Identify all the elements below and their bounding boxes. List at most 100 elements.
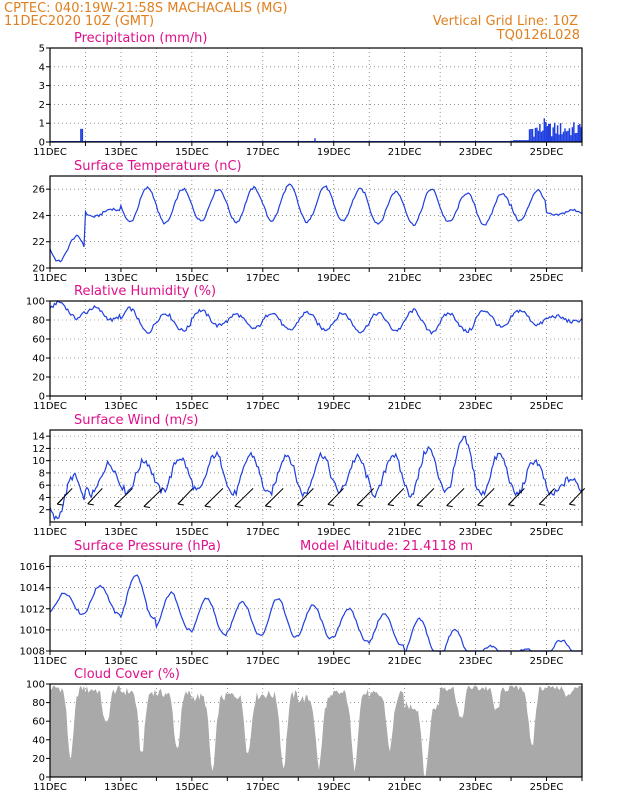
x-tick-label: 25DEC	[530, 656, 564, 667]
x-tick-label: 25DEC	[530, 782, 564, 793]
precip-bar	[556, 125, 559, 142]
x-tick-label: 21DEC	[388, 147, 422, 158]
panel-6: Cloud Cover (%) 0 20 40 60 80 100 11DEC 13DEC 15D…	[26, 667, 583, 793]
precip-bar	[537, 130, 540, 142]
precip-bar	[552, 127, 554, 142]
y-tick-label: 2	[39, 100, 45, 111]
y-tick-label: 1010	[20, 625, 45, 636]
precip-bar	[576, 132, 578, 142]
x-tick-label: 25DEC	[530, 273, 564, 284]
y-tick-label: 80	[32, 698, 45, 709]
series-line	[49, 574, 582, 652]
x-tick-label: 19DEC	[317, 527, 351, 538]
precip-bar	[539, 123, 541, 142]
x-tick-label: 17DEC	[246, 147, 280, 158]
y-tick-label: 20	[32, 754, 45, 765]
wind-arrow-head	[143, 501, 151, 508]
y-tick-label: 1012	[20, 604, 45, 615]
precip-bar	[555, 133, 557, 142]
y-tick-label: 2	[39, 505, 45, 516]
x-tick-label: 25DEC	[530, 147, 564, 158]
y-tick-label: 60	[32, 335, 45, 346]
panel-title: Surface Temperature (nC)	[74, 159, 242, 174]
wind-arrow-head	[114, 500, 121, 508]
x-tick-label: 13DEC	[104, 656, 138, 667]
x-tick-label: 21DEC	[388, 273, 422, 284]
y-tick-label: 8	[39, 468, 45, 479]
y-tick-label: 60	[32, 717, 45, 728]
precip-bar	[550, 136, 553, 142]
header-grid-note: Vertical Grid Line: 10Z	[433, 14, 578, 29]
precip-bar	[577, 125, 580, 142]
wind-arrow-head	[356, 499, 364, 507]
y-tick-label: 0	[39, 138, 45, 149]
x-tick-label: 19DEC	[317, 273, 351, 284]
precip-bar	[81, 128, 84, 142]
y-tick-label: 20	[32, 373, 45, 384]
series-line	[49, 183, 583, 263]
wind-arrow-head	[87, 498, 94, 506]
panel-frame	[49, 300, 583, 397]
x-tick-label: 17DEC	[246, 401, 280, 412]
wind-arrow-head	[387, 499, 395, 507]
x-tick-label: 15DEC	[175, 782, 209, 793]
x-tick-label: 23DEC	[459, 782, 493, 793]
y-tick-label: 12	[32, 444, 45, 455]
precip-bar	[571, 127, 574, 142]
header-location: CPTEC: 040:19W-21:58S MACHACALIS (MG)	[4, 1, 288, 16]
wind-arrow-head	[446, 500, 453, 508]
wind-arrow-head	[56, 498, 64, 506]
y-tick-label: 40	[32, 735, 45, 746]
x-tick-label: 11DEC	[33, 147, 67, 158]
wind-arrow-head	[177, 498, 184, 506]
precip-bar	[533, 136, 535, 142]
panel-1: Precipitation (mm/h) 0 1 2 3 4 5 11DEC 13DEC 15DE…	[33, 31, 583, 158]
wind-arrow-head	[327, 499, 335, 506]
wind-arrow-head	[569, 498, 576, 506]
x-tick-label: 23DEC	[459, 527, 493, 538]
x-tick-label: 23DEC	[459, 401, 493, 412]
precip-bar	[80, 128, 82, 142]
x-tick-label: 15DEC	[175, 273, 209, 284]
precip-bar	[542, 130, 544, 142]
x-tick-label: 21DEC	[388, 656, 422, 667]
precip-bar	[570, 135, 572, 142]
header-run-time: 11DEC2020 10Z (GMT)	[4, 14, 154, 29]
panel-3: Relative Humidity (%) 0 20 40 60 80 100 11DEC 13…	[26, 284, 583, 412]
y-tick-label: 5	[39, 44, 45, 55]
x-tick-label: 11DEC	[33, 273, 67, 284]
panel-2: Surface Temperature (nC) 20 22 24 26 11DEC 13D…	[32, 159, 583, 284]
x-tick-label: 19DEC	[317, 782, 351, 793]
panel-5: Surface Pressure (hPa) Model Altitude: 21…	[20, 539, 583, 667]
y-tick-label: 10	[32, 456, 45, 467]
y-tick-label: 0	[39, 392, 45, 403]
y-tick-label: 0	[39, 773, 45, 784]
x-tick-label: 17DEC	[246, 656, 280, 667]
y-tick-label: 100	[26, 297, 45, 308]
wind-arrow-head	[416, 499, 424, 507]
x-tick-label: 17DEC	[246, 273, 280, 284]
x-tick-label: 13DEC	[104, 401, 138, 412]
x-tick-label: 25DEC	[530, 401, 564, 412]
x-tick-label: 19DEC	[317, 656, 351, 667]
x-tick-label: 17DEC	[246, 782, 280, 793]
x-tick-label: 13DEC	[104, 273, 138, 284]
x-tick-label: 19DEC	[317, 147, 351, 158]
panel-title: Surface Wind (m/s)	[74, 413, 198, 428]
x-tick-label: 11DEC	[33, 782, 67, 793]
x-tick-label: 13DEC	[104, 147, 138, 158]
x-tick-label: 15DEC	[175, 656, 209, 667]
panel-frame	[49, 47, 583, 143]
x-tick-label: 21DEC	[388, 782, 422, 793]
precip-bar	[549, 123, 551, 142]
precip-bar	[579, 123, 581, 142]
x-tick-label: 23DEC	[459, 273, 493, 284]
x-tick-label: 13DEC	[104, 527, 138, 538]
x-tick-label: 11DEC	[33, 656, 67, 667]
precip-bar	[568, 128, 571, 142]
series-line	[49, 435, 583, 522]
precip-bar	[543, 118, 546, 142]
